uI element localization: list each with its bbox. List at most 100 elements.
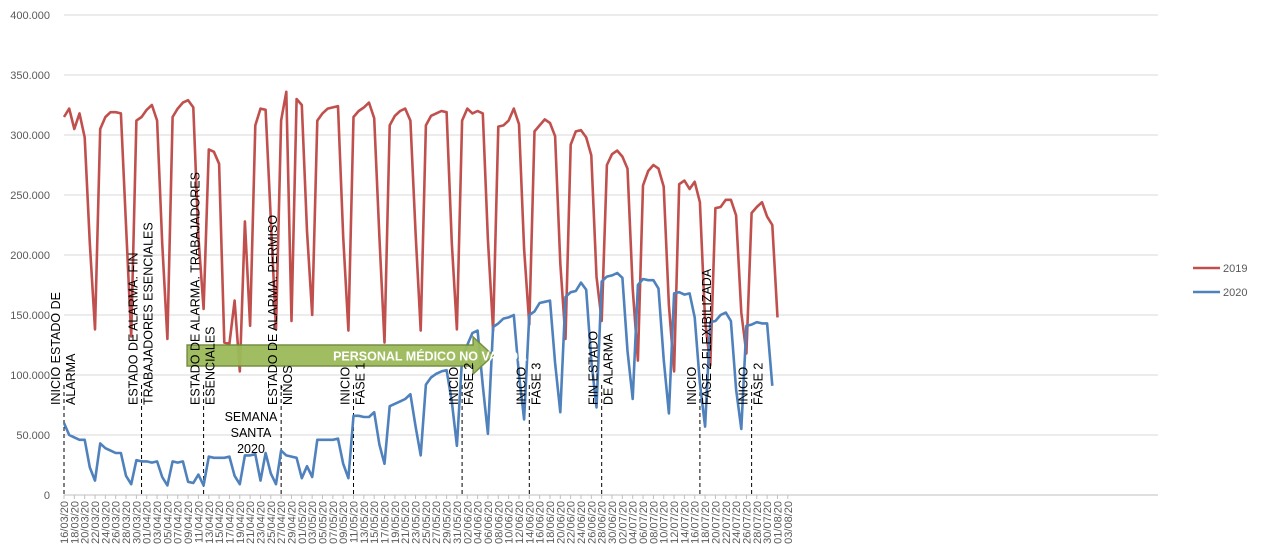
x-tick-label: 18/06/20 <box>545 501 557 544</box>
x-tick-label: 24/06/20 <box>576 501 588 544</box>
legend-label-2019: 2019 <box>1223 263 1247 275</box>
annotation-label: ESTADO DE ALARMA. PERMISO <box>266 215 280 405</box>
x-tick-label: 01/05/20 <box>297 501 309 544</box>
annotation-label: ALARMA <box>64 353 78 405</box>
x-tick-label: 31/05/20 <box>452 501 464 544</box>
x-tick-label: 03/05/20 <box>307 501 319 544</box>
annotation-label: FASE 2 <box>462 363 476 405</box>
x-tick-label: 14/06/20 <box>524 501 536 544</box>
x-tick-label: 23/05/20 <box>411 501 423 544</box>
x-tick-label: 10/07/20 <box>659 501 671 544</box>
x-tick-label: 15/04/20 <box>214 501 226 544</box>
y-axis: 0 50.000 100.000 150.000 200.000 250.000 300.0… <box>10 10 50 502</box>
annotation-label: DE ALARMA <box>602 333 616 405</box>
x-tick-label: 20/06/20 <box>555 501 567 544</box>
x-tick-label: 30/07/20 <box>762 501 774 544</box>
annotation-label: FASE 3 <box>529 363 543 405</box>
x-tick-label: 08/07/20 <box>648 501 660 544</box>
y-tick-label: 400.000 <box>10 10 50 22</box>
annotation-label: NIÑOS <box>281 365 295 405</box>
x-tick-label: 12/06/20 <box>514 501 526 544</box>
annotation-label: INICIO <box>447 367 461 405</box>
series-group <box>62 90 779 487</box>
x-tick-label: 11/05/20 <box>349 501 361 543</box>
annotation-label: INICIO <box>339 367 353 405</box>
x-tick-label: 13/05/20 <box>359 501 371 544</box>
x-tick-label: 09/05/20 <box>338 501 350 544</box>
y-tick-label: 50.000 <box>16 430 50 442</box>
x-tick-label: 22/06/20 <box>566 501 578 544</box>
x-tick-label: 03/04/20 <box>152 501 164 544</box>
x-tick-label: 04/07/20 <box>628 501 640 544</box>
x-tick-label: 30/06/20 <box>607 501 619 544</box>
y-tick-label: 300.000 <box>10 130 50 142</box>
x-tick-label: 04/06/20 <box>473 501 485 544</box>
x-tick-label: 29/04/20 <box>286 501 298 544</box>
x-tick-label: 22/03/20 <box>90 501 102 544</box>
x-tick-label: 16/03/20 <box>59 501 71 544</box>
x-tick-label: 29/05/20 <box>442 501 454 544</box>
x-tick-label: 18/07/20 <box>700 501 712 544</box>
x-tick-label: 19/04/20 <box>235 501 247 544</box>
legend-label-2020: 2020 <box>1223 287 1247 299</box>
x-tick-label: 21/05/20 <box>400 501 412 544</box>
annotations: INICIO ESTADO DE ALARMA ESTADO DE ALARMA. … <box>49 172 766 405</box>
x-tick-label: 28/07/20 <box>752 501 764 544</box>
x-tick-label: 17/05/20 <box>380 501 392 544</box>
x-tick-label: 10/06/20 <box>504 501 516 544</box>
annotation-label: FASE 2 FLEXIBILIZADA <box>700 268 714 405</box>
series-line-2019 <box>62 90 779 373</box>
x-tick-label: 17/04/20 <box>224 501 236 544</box>
x-tick-label: 05/04/20 <box>162 501 174 544</box>
x-tick-label: 12/07/20 <box>669 501 681 544</box>
x-tick-label: 26/07/20 <box>741 501 753 544</box>
x-tick-label: 18/03/20 <box>69 501 81 544</box>
x-tick-label: 30/03/20 <box>131 501 143 544</box>
annotation-label: INICIO ESTADO DE <box>49 292 63 405</box>
x-tick-label: 06/07/20 <box>638 501 650 544</box>
semana-santa-text: SEMANA <box>225 410 278 424</box>
x-tick-label: 28/03/20 <box>121 501 133 544</box>
x-tick-label: 13/04/20 <box>204 501 216 544</box>
y-tick-label: 150.000 <box>10 310 50 322</box>
annotation-label: INICIO <box>514 367 528 405</box>
x-tick-label: 21/04/20 <box>245 501 257 544</box>
x-tick-label: 06/06/20 <box>483 501 495 544</box>
x-tick-label: 23/04/20 <box>255 501 267 544</box>
x-tick-label: 11/04/20 <box>193 501 205 543</box>
annotation-label: ESTADO DE ALARMA. FIN <box>127 252 141 405</box>
x-tick-label: 26/03/20 <box>111 501 123 544</box>
x-tick-label: 02/07/20 <box>617 501 629 544</box>
annotation-label: INICIO <box>737 367 751 405</box>
x-tick-label: 16/06/20 <box>535 501 547 544</box>
x-tick-label: 05/05/20 <box>318 501 330 544</box>
y-tick-label: 250.000 <box>10 190 50 202</box>
x-tick-label: 01/08/20 <box>772 501 784 544</box>
series-line-2020 <box>62 271 774 487</box>
x-tick-label: 09/04/20 <box>183 501 195 544</box>
annotation-label: ESTADO DE ALARMA. TRABAJADORES <box>189 172 203 405</box>
semana-santa-text: SANTA <box>231 426 272 440</box>
y-tick-label: 0 <box>44 490 50 502</box>
annotation-label: TRABAJADORES ESENCIALES <box>142 222 156 405</box>
x-tick-label: 20/03/20 <box>80 501 92 544</box>
x-tick-label: 07/05/20 <box>328 501 340 544</box>
legend: 2019 2020 <box>1193 263 1247 299</box>
y-tick-label: 100.000 <box>10 370 50 382</box>
x-tick-label: 02/06/20 <box>462 501 474 544</box>
y-tick-label: 350.000 <box>10 70 50 82</box>
x-tick-label: 15/05/20 <box>369 501 381 544</box>
annotation-label: ESENCIALES <box>204 326 218 405</box>
arrow-annotation: PERSONAL MÉDICO NO VALIDA <box>186 335 527 376</box>
annotation-label: FIN ESTADO <box>587 331 601 405</box>
y-tick-label: 200.000 <box>10 250 50 262</box>
annotation-label: INICIO <box>685 367 699 405</box>
x-tick-label: 03/08/20 <box>783 501 795 544</box>
semana-santa-label: SEMANA SANTA 2020 <box>225 410 278 456</box>
annotation-label: FASE 1 <box>354 363 368 405</box>
x-tick-label: 27/05/20 <box>431 501 443 544</box>
x-tick-label: 07/04/20 <box>173 501 185 544</box>
x-tick-label: 01/04/20 <box>142 501 154 544</box>
x-tick-label: 20/07/20 <box>710 501 722 544</box>
